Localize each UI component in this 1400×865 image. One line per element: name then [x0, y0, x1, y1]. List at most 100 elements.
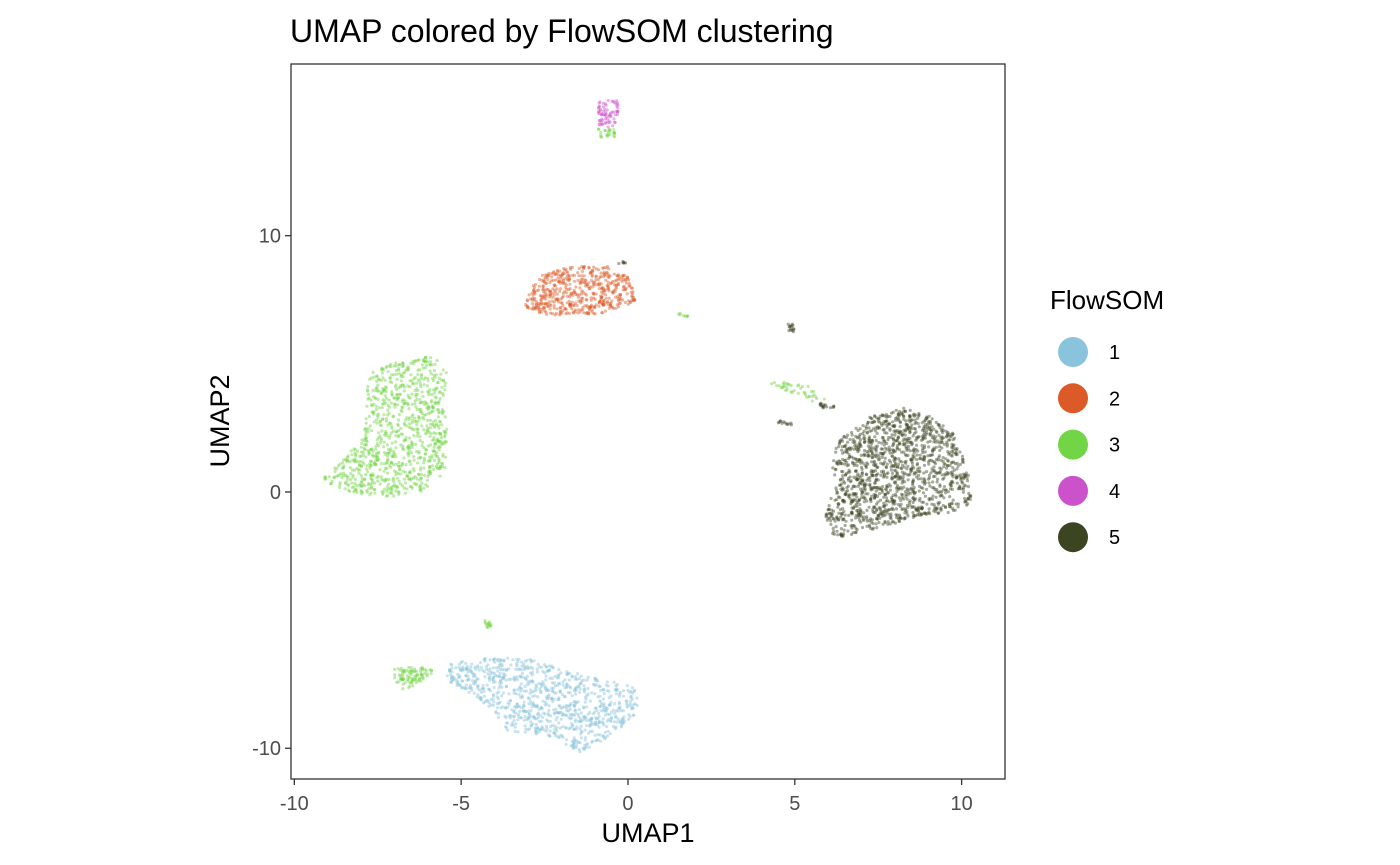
data-point [863, 483, 867, 487]
data-point [864, 426, 869, 431]
data-point [551, 700, 555, 704]
data-point [409, 462, 413, 466]
data-point [551, 666, 555, 670]
data-point [429, 471, 433, 475]
data-point [601, 303, 606, 307]
data-point [875, 425, 880, 429]
data-point [569, 304, 573, 308]
data-point [838, 478, 842, 482]
data-point [882, 510, 887, 514]
data-point [457, 675, 461, 680]
chart-title: UMAP colored by FlowSOM clustering [290, 13, 834, 49]
data-point [622, 260, 626, 265]
data-point [366, 392, 370, 397]
data-point [880, 414, 884, 418]
data-point [464, 683, 468, 687]
data-point [556, 673, 560, 678]
data-point [574, 744, 579, 748]
data-point [339, 472, 343, 476]
data-point [602, 272, 606, 276]
data-point [539, 301, 544, 305]
data-point [824, 512, 828, 516]
data-point [498, 662, 502, 666]
data-point [883, 492, 887, 496]
data-point [597, 283, 602, 287]
data-point [860, 492, 864, 496]
data-point [410, 392, 414, 396]
data-point [418, 438, 422, 443]
data-point [855, 436, 859, 440]
data-point [867, 523, 872, 527]
data-point [605, 108, 609, 112]
data-point [875, 485, 880, 490]
data-point [950, 473, 954, 477]
data-point [472, 672, 476, 676]
data-point [440, 423, 444, 427]
data-point [538, 311, 542, 315]
data-point [422, 461, 426, 465]
data-point [352, 468, 356, 472]
data-point [399, 464, 403, 468]
data-point [850, 500, 854, 504]
data-point [432, 425, 436, 429]
data-point [925, 417, 929, 421]
data-point [572, 288, 576, 292]
data-point [579, 719, 583, 724]
data-point [868, 483, 872, 487]
data-point [943, 472, 947, 476]
data-point [618, 705, 622, 709]
data-point [792, 389, 796, 393]
data-point [532, 288, 536, 292]
data-point [601, 697, 606, 701]
data-point [922, 471, 926, 475]
data-point [904, 461, 908, 465]
data-point [519, 689, 523, 693]
data-point [843, 444, 847, 448]
data-point [858, 432, 862, 436]
data-point [894, 418, 898, 422]
data-point [487, 676, 491, 680]
data-point [894, 480, 898, 484]
data-point [563, 306, 567, 310]
data-point [832, 517, 836, 521]
data-point [449, 662, 453, 666]
data-point [365, 428, 369, 432]
data-point [940, 440, 944, 444]
series-2-points [524, 264, 637, 317]
data-point [537, 665, 541, 669]
data-point [926, 440, 930, 444]
data-point [909, 427, 914, 431]
data-point [840, 511, 845, 515]
data-point [519, 682, 524, 686]
data-point [872, 485, 876, 489]
data-point [605, 719, 609, 723]
data-point [620, 723, 624, 728]
data-point [590, 310, 594, 314]
data-point [350, 468, 354, 472]
data-point [830, 508, 834, 512]
data-point [829, 522, 833, 527]
data-point [896, 435, 901, 439]
data-point [568, 303, 572, 307]
data-point [863, 436, 867, 441]
data-point [527, 666, 531, 670]
data-point [605, 300, 609, 304]
data-point [520, 668, 524, 672]
data-point [608, 133, 612, 137]
data-point [958, 462, 963, 466]
data-point [864, 483, 868, 487]
data-point [841, 498, 845, 503]
data-point [943, 473, 947, 477]
data-point [613, 289, 617, 293]
data-point [539, 294, 544, 298]
data-point [914, 447, 918, 452]
data-point [597, 281, 601, 285]
data-point [963, 500, 967, 504]
data-point [397, 396, 401, 400]
data-point [396, 680, 400, 684]
data-point [390, 441, 394, 445]
data-point [567, 678, 571, 682]
data-point [927, 421, 931, 425]
data-point [853, 439, 857, 443]
data-point [565, 738, 569, 742]
